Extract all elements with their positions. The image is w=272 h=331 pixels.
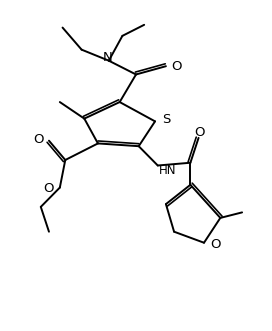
Text: N: N [103, 51, 112, 64]
Text: O: O [171, 60, 181, 73]
Text: S: S [162, 114, 170, 126]
Text: HN: HN [159, 164, 177, 177]
Text: O: O [33, 133, 44, 146]
Text: O: O [210, 238, 221, 251]
Text: O: O [195, 126, 205, 139]
Text: O: O [43, 182, 54, 195]
